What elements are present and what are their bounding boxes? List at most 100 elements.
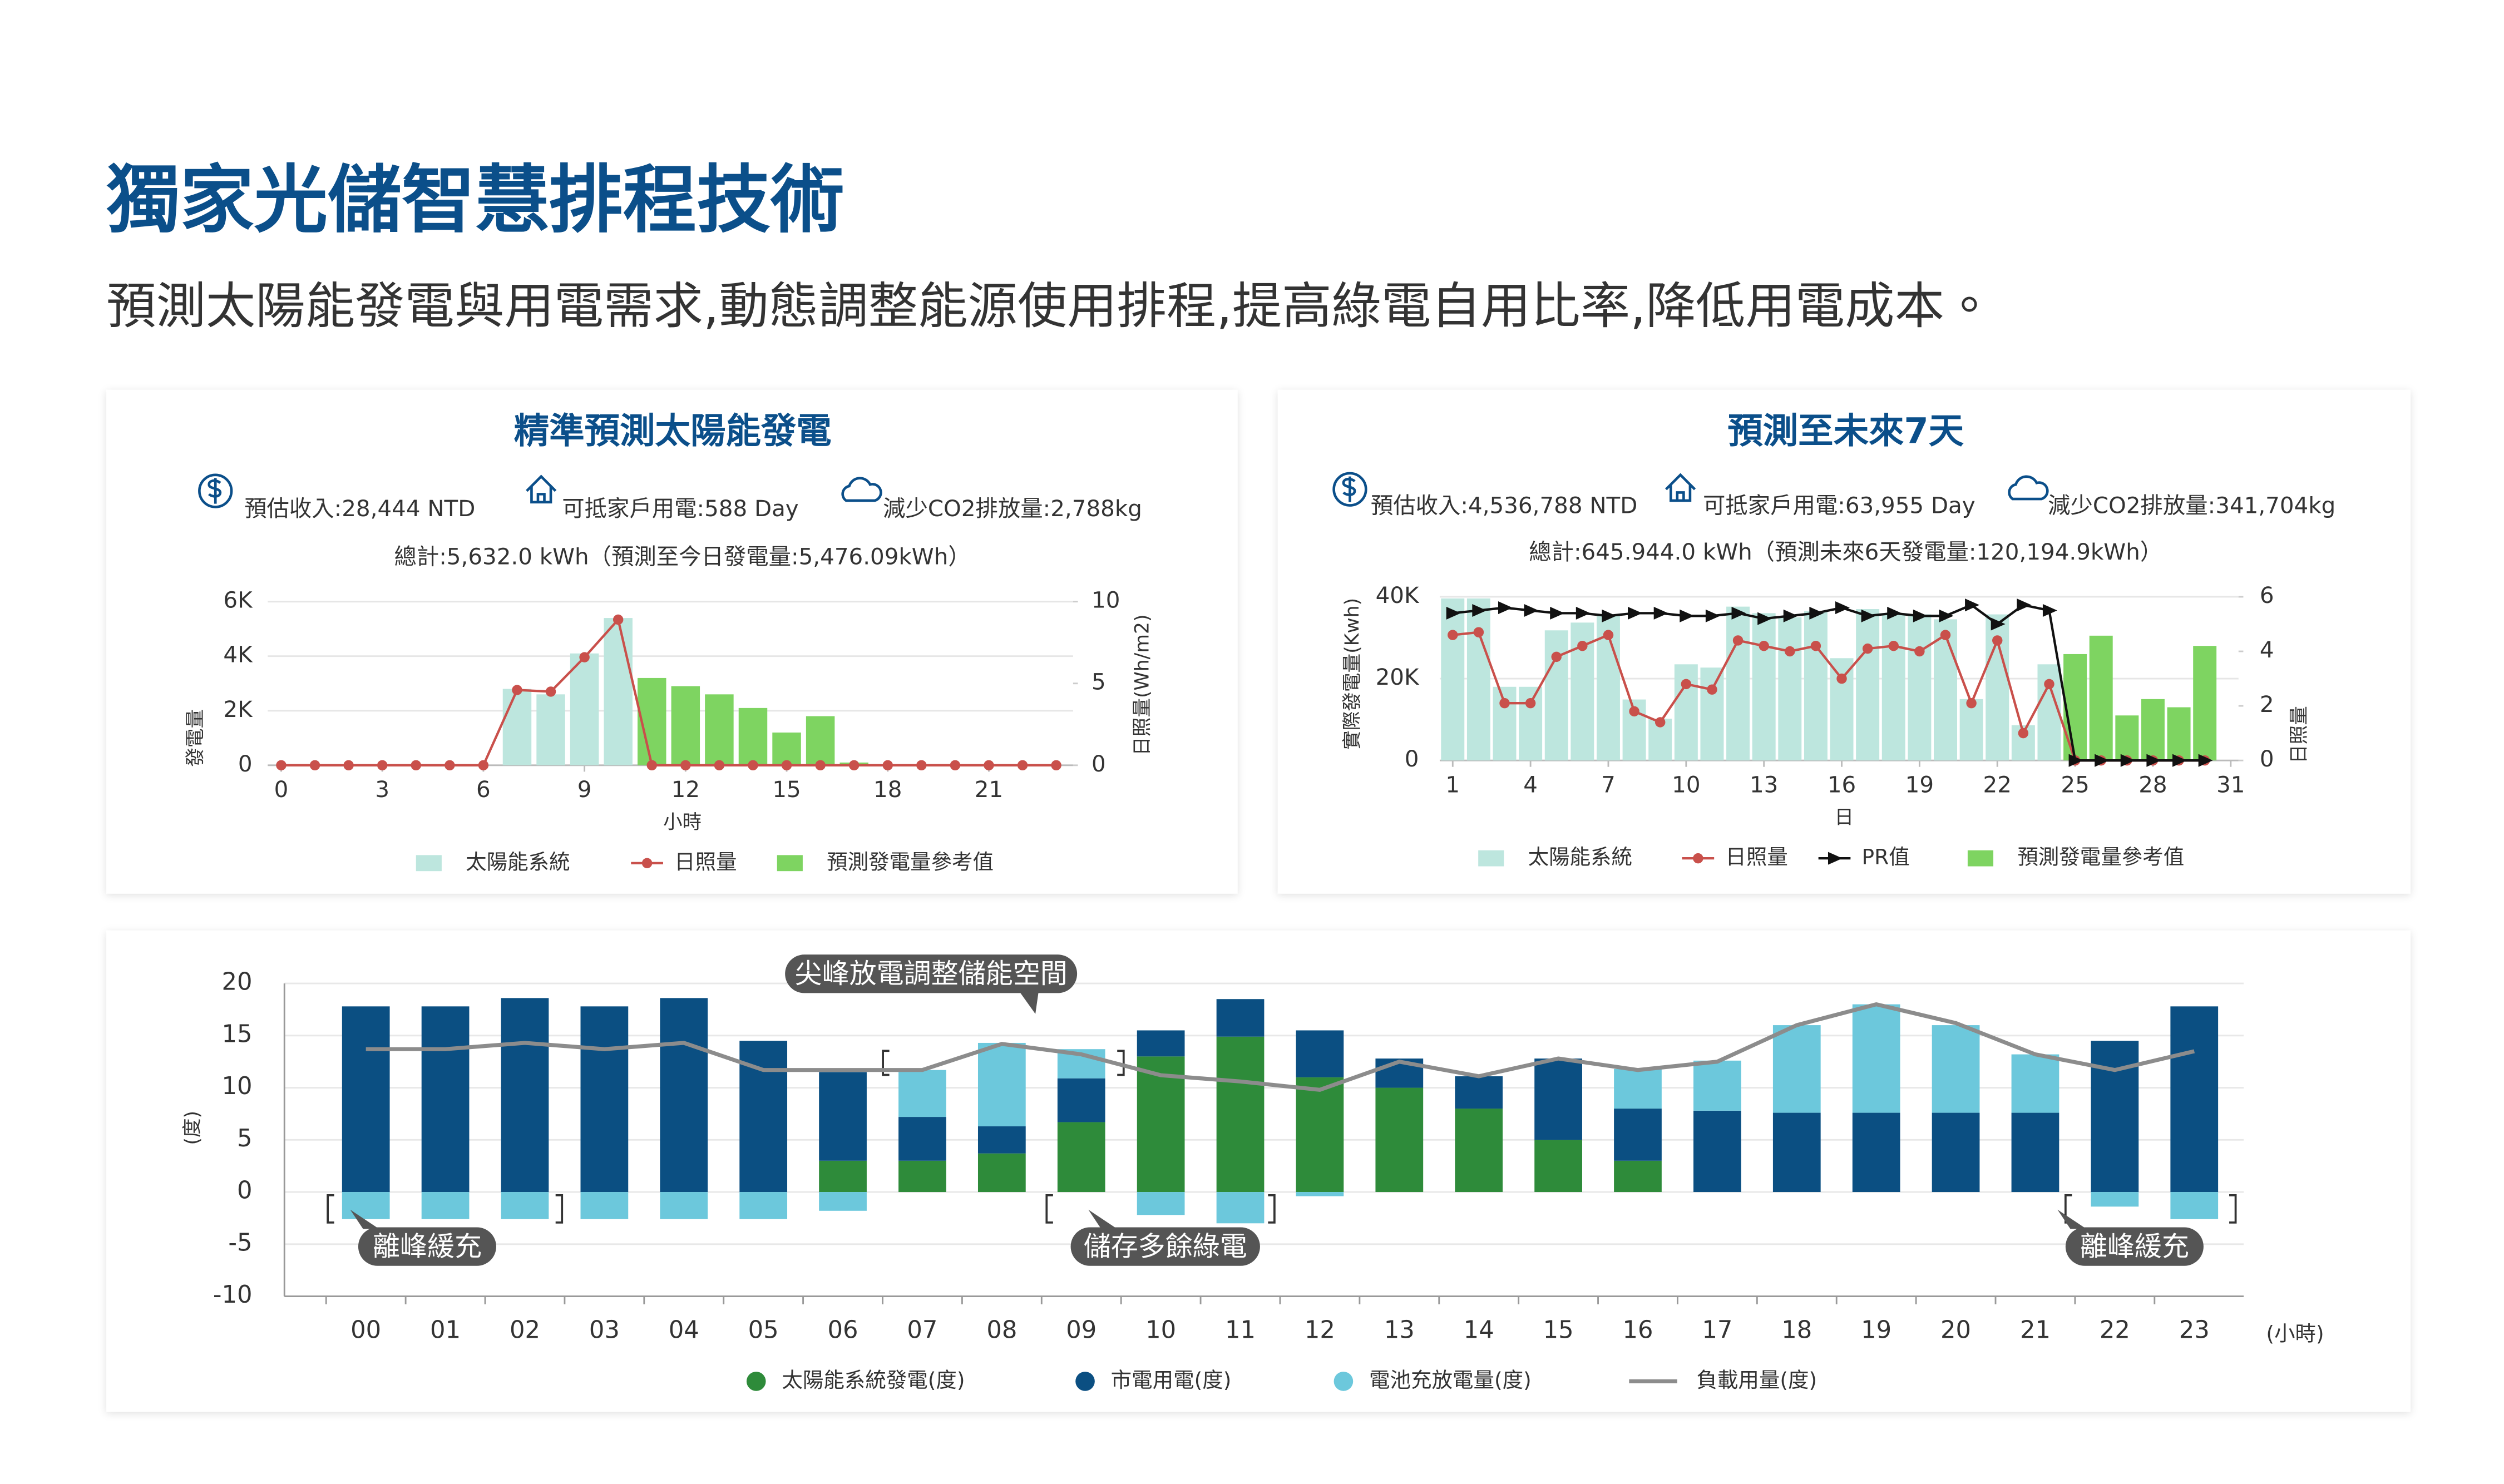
line-marker <box>1732 635 1744 646</box>
y-tick-label: -5 <box>228 1229 252 1257</box>
bar <box>2089 635 2113 761</box>
bar <box>2167 707 2191 761</box>
stat: 減少CO2排放量:2,788kg <box>883 496 1142 522</box>
stat: 減少CO2排放量:341,704kg <box>2048 492 2335 518</box>
x-tick-label: 10 <box>1672 771 1700 798</box>
bar <box>671 686 700 765</box>
bar <box>1137 1056 1185 1193</box>
line-marker <box>377 760 388 771</box>
x-tick-label: 22 <box>2100 1316 2130 1344</box>
annotation: 離峰緩充 <box>2057 1209 2204 1266</box>
panel <box>106 389 1238 894</box>
line-marker <box>1576 606 1591 620</box>
line-marker <box>1991 617 2006 631</box>
x-tick-label: 21 <box>975 776 1003 803</box>
bar <box>1693 1060 1741 1111</box>
bar <box>1772 1025 1821 1113</box>
money-icon <box>208 478 222 504</box>
annotation-text: 尖峰放電調整儲能空間 <box>795 957 1068 990</box>
x-tick-label: 28 <box>2138 771 2167 798</box>
legend-label: PR值 <box>1862 845 1910 869</box>
line-marker <box>411 760 421 771</box>
line-marker <box>1603 630 1614 640</box>
bar <box>2091 1041 2139 1193</box>
line-marker <box>1835 601 1850 615</box>
line-marker <box>1887 606 1902 620</box>
x-tick-label: 16 <box>1622 1316 1653 1344</box>
x-tick-label: 22 <box>1983 771 2012 798</box>
line-marker <box>1914 646 1925 657</box>
x-tick-label: 06 <box>828 1316 858 1344</box>
bar <box>501 1192 549 1219</box>
line-marker <box>1017 760 1028 771</box>
x-tick-label: 04 <box>669 1316 699 1344</box>
cloud-icon <box>2008 475 2049 501</box>
x-tick-label: 20 <box>1940 1316 1971 1344</box>
bracket <box>882 1050 1125 1076</box>
y2-tick-label: 5 <box>1092 669 1106 695</box>
bar <box>2193 646 2217 761</box>
bar <box>772 732 801 765</box>
line-marker <box>1524 604 1539 617</box>
bar <box>705 694 734 765</box>
bar <box>1674 664 1698 761</box>
line-marker <box>1693 853 1703 864</box>
x-tick-label: 18 <box>873 776 902 803</box>
annotation: 離峰緩充 <box>350 1209 496 1266</box>
line-marker <box>1966 698 1977 709</box>
y-tick-label: 20 <box>222 968 253 996</box>
annotation-text: 離峰緩充 <box>2080 1230 2189 1263</box>
stat: 可抵家戶用電:63,955 Day <box>1703 492 1975 518</box>
line-marker <box>1498 601 1513 615</box>
panel <box>1277 389 2411 894</box>
y2-tick-label: 0 <box>2260 746 2274 772</box>
chart-title: 預測至未來7天 <box>1727 410 1964 451</box>
y2-axis-label: 日照量(Wh/m2) <box>1131 614 1153 755</box>
annotation: 尖峰放電調整儲能空間 <box>785 954 1078 1014</box>
line-marker <box>2095 754 2110 767</box>
legend-swatch <box>1967 850 1994 867</box>
y-axis-label: (度) <box>181 1111 204 1145</box>
bar <box>819 1072 867 1161</box>
legend-label: 負載用量(度) <box>1696 1368 1817 1392</box>
y-tick-label: 40K <box>1376 582 1420 609</box>
y2-tick-label: 10 <box>1092 587 1120 614</box>
bar <box>421 1192 470 1219</box>
line-marker <box>445 760 455 771</box>
x-tick-label: 17 <box>1702 1316 1732 1344</box>
x-tick-label: 0 <box>274 776 289 803</box>
annotation-bubble <box>2065 1227 2204 1266</box>
line-marker <box>1653 606 1668 620</box>
annotation: 儲存多餘綠電 <box>1070 1209 1260 1266</box>
x-tick-label: 21 <box>2020 1316 2051 1344</box>
legend-label: 太陽能系統發電(度) <box>782 1368 965 1392</box>
annotation-bubble <box>1070 1227 1260 1266</box>
x-tick-label: 3 <box>375 776 389 803</box>
x-axis-label: 小時 <box>663 812 702 834</box>
bar <box>2141 699 2165 761</box>
line-marker <box>984 760 994 771</box>
legend-label: 預測發電量參考值 <box>2017 845 2184 869</box>
y-tick-label: 15 <box>222 1020 253 1048</box>
bar <box>502 689 532 765</box>
x-tick-label: 02 <box>510 1316 540 1344</box>
page-title: 獨家光儲智慧排程技術 <box>106 157 844 243</box>
bar <box>1216 999 1265 1037</box>
line-marker <box>1705 609 1720 622</box>
bar <box>1932 1025 1980 1113</box>
page-subtitle: 預測太陽能發電與用電需求,動態調整能源使用排程,提高綠電自用比率,降低用電成本。 <box>106 278 1994 335</box>
bar <box>536 694 565 765</box>
bar <box>1441 598 1465 761</box>
bar <box>501 998 549 1193</box>
x-tick-label: 10 <box>1145 1316 1176 1344</box>
x-tick-label: 05 <box>748 1316 779 1344</box>
bar <box>1852 1004 1900 1113</box>
line-marker <box>1472 604 1487 617</box>
bar <box>1881 613 1905 761</box>
x-tick-label: 07 <box>907 1316 937 1344</box>
line-marker <box>1602 609 1617 622</box>
bar <box>977 1042 1026 1126</box>
bar <box>1216 1192 1265 1224</box>
legend-swatch <box>1478 850 1504 867</box>
line-marker <box>309 760 320 771</box>
